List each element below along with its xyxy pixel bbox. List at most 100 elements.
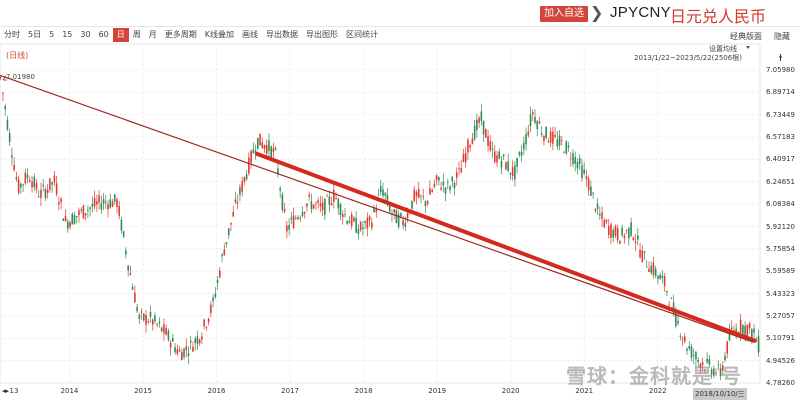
candle-body <box>187 353 190 356</box>
candle-body <box>283 209 286 212</box>
candle-body <box>406 213 409 219</box>
candle-body <box>353 217 355 222</box>
toolbar-item[interactable]: 5日 <box>28 30 42 39</box>
candle-body <box>60 198 62 203</box>
toolbar-item[interactable]: 60 <box>98 30 109 39</box>
candle-body <box>670 297 673 299</box>
candle-body <box>476 119 478 130</box>
candle-body <box>433 183 436 187</box>
candle-body <box>138 314 141 319</box>
plot-frame <box>0 43 761 384</box>
toolbar-item[interactable]: 5 <box>49 30 55 39</box>
chevron-right-icon[interactable]: ❯ <box>590 3 604 22</box>
scroll-arrows-icon[interactable]: ◂▸ <box>2 387 10 395</box>
toolbar-item[interactable]: 画线 <box>242 30 258 39</box>
candle-body <box>265 145 268 154</box>
candle-body <box>518 152 521 155</box>
y-tick-label: 6.89714 <box>766 88 795 97</box>
candle-body <box>35 182 38 190</box>
candle-body <box>581 165 583 179</box>
candle-body <box>357 229 360 235</box>
trendline <box>0 74 754 343</box>
candle-body <box>489 141 492 150</box>
toolbar-item[interactable]: 日 <box>112 28 129 42</box>
candle-body <box>11 155 13 158</box>
candle-body <box>172 338 174 342</box>
candle-body <box>55 183 58 195</box>
toolbar-item[interactable]: 区间统计 <box>346 30 378 39</box>
candle-body <box>603 219 606 228</box>
candle-body <box>516 158 518 167</box>
candle-body <box>447 181 449 183</box>
candle-body <box>328 196 331 205</box>
toolbar-item[interactable]: 分时 <box>4 30 20 39</box>
add-to-watchlist-button[interactable]: 加入自选 <box>540 6 588 22</box>
hide-button[interactable]: 隐藏 <box>774 32 790 41</box>
range-label: 2013/1/22~2023/5/22(2506根) <box>634 54 742 62</box>
candle-body <box>663 276 666 287</box>
candle-body <box>301 212 304 216</box>
candle-body <box>104 201 107 203</box>
candle-body <box>460 168 463 173</box>
candle-body <box>429 188 431 195</box>
candle-body <box>221 254 223 257</box>
candle-body <box>377 194 380 196</box>
toolbar-item[interactable]: 月 <box>148 30 157 39</box>
ma-setting-button[interactable]: 设置均线 <box>709 45 737 53</box>
candle-body <box>131 286 134 290</box>
candle-body <box>326 195 328 197</box>
candle-body <box>359 222 362 231</box>
toolbar-item[interactable]: 15 <box>62 30 73 39</box>
candle-body <box>637 235 639 240</box>
candle-body <box>675 310 677 326</box>
candle-body <box>51 182 53 185</box>
candle-body <box>411 200 413 209</box>
candle-body <box>33 176 36 188</box>
y-tick-label: 5.92120 <box>766 222 795 231</box>
candle-body <box>601 212 603 219</box>
candle-body <box>438 176 440 181</box>
candle-body <box>73 215 76 224</box>
toolbar-item[interactable]: 30 <box>80 30 91 39</box>
candle-body <box>194 338 197 343</box>
toolbar-item[interactable]: 导出图形 <box>306 30 338 39</box>
candle-body <box>467 139 469 153</box>
candle-body <box>366 217 369 229</box>
candle-body <box>650 265 653 273</box>
candle-body <box>274 148 277 150</box>
candle-body <box>545 126 547 139</box>
candle-body <box>502 154 505 157</box>
candle-body <box>623 235 626 239</box>
candle-body <box>348 221 351 224</box>
candle-body <box>198 339 201 344</box>
toolbar-item[interactable]: 周 <box>132 30 141 39</box>
candle-body <box>91 204 94 207</box>
candle-body <box>715 372 717 374</box>
candle-body <box>487 136 489 146</box>
candle-body <box>751 329 753 339</box>
candle-body <box>140 311 143 313</box>
classic-layout-button[interactable]: 经典版面 <box>730 32 762 41</box>
candle-body <box>98 195 100 203</box>
toolbar-item[interactable]: K线叠加 <box>204 30 234 39</box>
candle-body <box>203 319 205 327</box>
candle-body <box>26 174 29 178</box>
candle-body <box>236 202 239 204</box>
period-label: (日线) <box>6 51 29 60</box>
y-tick-label: 4.78260 <box>766 379 795 387</box>
candle-body <box>87 209 89 211</box>
x-tick-label: 2015 <box>134 387 152 395</box>
toolbar-item[interactable]: 更多周期 <box>164 30 197 39</box>
candle-body <box>596 203 599 209</box>
candle-body <box>134 292 136 303</box>
candle-body <box>192 346 194 352</box>
candle-body <box>216 279 219 283</box>
candle-body <box>538 121 541 124</box>
candle-body <box>234 199 237 203</box>
candle-body <box>252 149 255 154</box>
x-tick-label: 13 <box>9 387 19 395</box>
y-tick-label: 6.73449 <box>766 110 795 119</box>
candle-body <box>505 162 507 170</box>
toolbar-item[interactable]: 导出数据 <box>266 30 298 39</box>
